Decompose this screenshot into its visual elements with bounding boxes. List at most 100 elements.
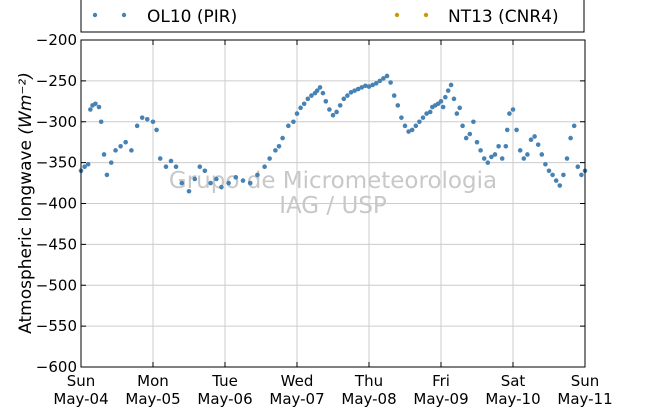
data-point [168, 158, 174, 164]
data-point [532, 134, 537, 139]
data-point [123, 139, 128, 145]
data-point [134, 123, 140, 129]
data-point [262, 164, 267, 170]
x-tick-label-date: May-05 [125, 390, 180, 408]
legend-label-ol10: OL10 (PIR) [147, 7, 237, 27]
y-tick-label: −600 [36, 358, 77, 376]
x-tick-label-date: May-06 [197, 390, 252, 408]
data-point [474, 139, 480, 145]
data-point [561, 172, 566, 178]
data-point [214, 176, 219, 182]
data-point [219, 184, 224, 190]
legend-item-ol10: OL10 (PIR) [92, 7, 237, 27]
y-tick-label: −400 [36, 195, 77, 213]
x-tick-label-day: Sat [501, 372, 526, 390]
data-point [543, 161, 548, 167]
data-point [550, 172, 555, 178]
data-point [291, 119, 296, 125]
data-point [438, 99, 444, 104]
data-point [320, 90, 326, 96]
data-point [96, 104, 102, 110]
data-point [388, 80, 393, 85]
data-point [406, 129, 411, 134]
data-point [98, 119, 104, 125]
data-point [118, 143, 123, 149]
data-point [334, 109, 339, 115]
data-point [179, 180, 185, 186]
data-point [373, 81, 379, 86]
data-point [317, 85, 323, 90]
data-point [409, 127, 415, 133]
data-point [226, 180, 231, 186]
data-point [507, 111, 512, 116]
data-point [546, 168, 552, 174]
data-point [553, 178, 559, 183]
data-point [301, 101, 307, 107]
x-tick-label-date: May-09 [413, 390, 468, 408]
data-point [499, 156, 505, 161]
x-tick-label-day: Sun [67, 372, 96, 390]
data-point [427, 109, 433, 115]
x-tick-label-day: Thu [354, 372, 383, 390]
data-point [163, 164, 169, 170]
data-point [305, 96, 311, 102]
data-point [481, 156, 487, 161]
data-point [314, 88, 320, 93]
x-tick-label-day: Sun [571, 372, 600, 390]
data-point [294, 111, 300, 116]
data-point [197, 164, 203, 170]
data-point [186, 188, 192, 194]
data-point [348, 90, 354, 95]
data-point [330, 112, 336, 118]
data-point [85, 161, 91, 167]
x-axis: SunMay-04MonMay-05TueMay-06WedMay-07ThuM… [53, 40, 613, 408]
y-axis-label-text: Atmospheric longwave [16, 140, 36, 334]
data-point [417, 119, 422, 125]
data-point [460, 123, 465, 129]
data-point [539, 152, 545, 157]
data-point [384, 73, 390, 79]
data-point [463, 135, 469, 141]
data-point [202, 168, 208, 174]
data-point [454, 111, 460, 116]
data-point [391, 93, 397, 98]
data-point [575, 164, 581, 170]
watermark-line-1: Grupo de Micrometeorologia [169, 168, 497, 194]
data-point [440, 104, 446, 110]
grid [81, 40, 585, 367]
x-tick-label-date: May-10 [485, 390, 540, 408]
data-point [471, 119, 476, 125]
x-tick-label-date: May-07 [269, 390, 324, 408]
data-point [247, 180, 253, 186]
data-point [104, 172, 110, 178]
x-tick-label-day: Tue [211, 372, 238, 390]
data-point [337, 103, 343, 108]
data-point [359, 85, 365, 90]
data-point [144, 116, 150, 122]
data-point [370, 82, 375, 88]
data-point [579, 172, 584, 178]
data-point [157, 156, 163, 161]
x-tick-label-date: May-11 [557, 390, 612, 408]
data-points [78, 73, 588, 194]
y-axis-label: Atmospheric longwave (Wm⁻²) [16, 72, 36, 334]
data-point [445, 88, 451, 93]
data-point [420, 115, 426, 120]
x-tick-label-day: Mon [137, 372, 169, 390]
data-point [208, 180, 213, 186]
data-point [568, 135, 573, 141]
data-point [108, 160, 114, 165]
data-point [478, 148, 483, 153]
data-point [485, 160, 491, 165]
data-point [503, 143, 509, 149]
data-point [492, 152, 498, 157]
data-point [366, 84, 372, 89]
x-tick-label-day: Fri [432, 372, 450, 390]
data-point [399, 115, 404, 120]
data-point [525, 152, 530, 157]
data-point [352, 88, 357, 93]
data-point [571, 123, 577, 129]
data-point [363, 83, 368, 89]
data-point [564, 156, 570, 161]
